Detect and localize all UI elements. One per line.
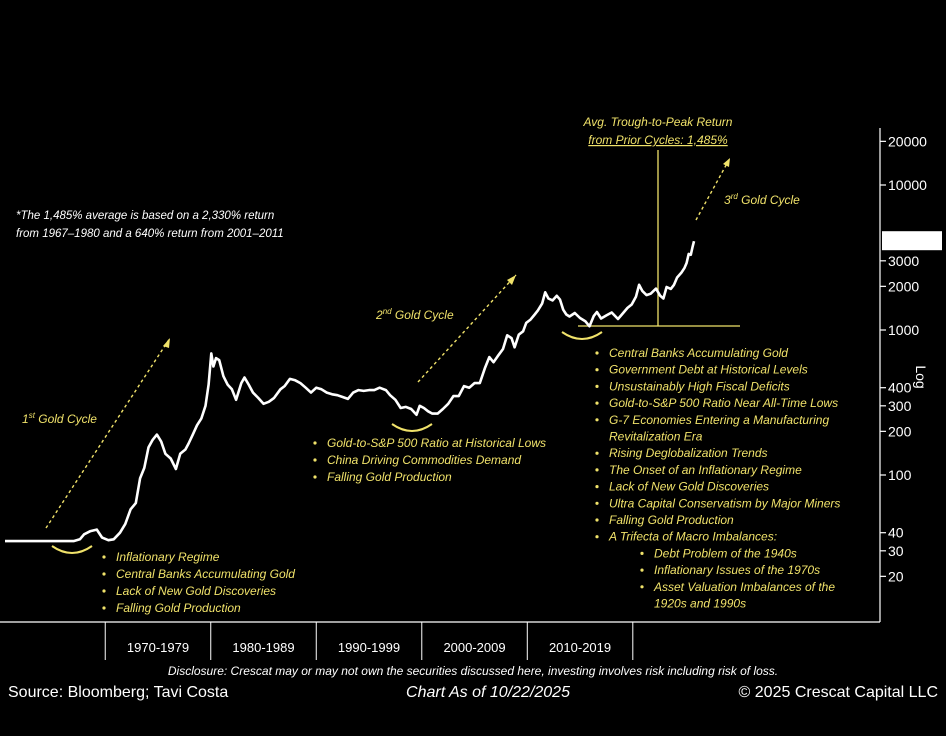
bullet-text: Gold-to-S&P 500 Ratio Near All-Time Lows	[609, 396, 838, 410]
bullet-dot	[313, 475, 317, 479]
bullet-text: Ultra Capital Conservatism by Major Mine…	[609, 496, 840, 510]
avg-return-line-2: from Prior Cycles: 1,485%	[588, 133, 728, 147]
chart-title: The History of Gold Cycles	[214, 50, 725, 94]
y-tick-label: 10000	[888, 177, 927, 193]
y-tick-label: 1000	[888, 322, 919, 338]
bullet-text: China Driving Commodities Demand	[327, 453, 521, 467]
cycle-1-arrow	[45, 337, 171, 529]
cycle-3-arrowhead	[723, 158, 730, 167]
bullet-dot	[595, 418, 599, 422]
decade-labels: 1970-1979 1980-1989 1990-1999 2000-2009 2010…	[104, 622, 634, 660]
copyright-text: © 2025 Crescat Capital LLC	[739, 684, 938, 701]
last-value-badge: 4098.42	[882, 231, 942, 251]
bullet-text: Central Banks Accumulating Gold	[116, 567, 295, 581]
bullet-dot	[640, 568, 644, 572]
cycle-3-trough-marker	[561, 331, 603, 340]
bullet-dot	[595, 368, 599, 372]
cycle-1-points: Inflationary Regime Central Banks Accumul…	[102, 550, 295, 615]
bullet-text: The Onset of an Inflationary Regime	[609, 463, 802, 477]
bullet-text: G-7 Economies Entering a Manufacturing	[609, 413, 829, 427]
footnote-line-2: from 1967–1980 and a 640% return from 20…	[16, 228, 284, 240]
bullet-dot	[595, 468, 599, 472]
y-tick-label: 3000	[888, 253, 919, 269]
bullet-subtext: Asset Valuation Imbalances of the	[653, 580, 835, 594]
bullet-text: Government Debt at Historical Levels	[609, 363, 808, 377]
bullet-dot	[595, 501, 599, 505]
last-value-box	[882, 231, 942, 251]
avg-return-line-1: Avg. Trough-to-Peak Return	[583, 115, 733, 129]
cycle-2-label: 2nd Gold Cycle	[375, 307, 454, 322]
bullet-dot	[640, 551, 644, 556]
bullet-text: Inflationary Regime	[116, 550, 220, 564]
bullet-text: Revitalization Era	[609, 430, 703, 444]
y-tick-label: 30	[888, 543, 904, 559]
y-axis-label: Log	[913, 365, 929, 388]
y-tick-label: 20000	[888, 133, 927, 149]
decade-label: 1980-1989	[232, 640, 294, 655]
bullet-text: Rising Deglobalization Trends	[609, 446, 768, 460]
cycle-2-trough-marker	[391, 423, 433, 432]
bullet-text: A Trifecta of Macro Imbalances:	[608, 530, 777, 544]
cycle-3-label: 3rd Gold Cycle	[724, 192, 800, 207]
bullet-dot	[313, 458, 317, 462]
bullet-dot	[595, 451, 599, 455]
bullet-subtext: Inflationary Issues of the 1970s	[654, 563, 820, 577]
bullet-dot	[595, 351, 599, 355]
y-tick-label: 100	[888, 467, 912, 483]
cycle-2-arrow	[417, 274, 517, 383]
y-tick-label: 400	[888, 380, 912, 396]
bullet-text: Falling Gold Production	[327, 470, 452, 484]
bullet-dot	[102, 606, 106, 610]
bullet-text: Unsustainably High Fiscal Deficits	[609, 379, 790, 393]
bullet-dot	[595, 401, 599, 405]
cycle-2-points: Gold-to-S&P 500 Ratio at Historical Lows…	[313, 436, 546, 484]
y-tick-label: 2000	[888, 278, 919, 294]
bullet-subtext: Debt Problem of the 1940s	[654, 546, 797, 560]
bullet-text: Gold-to-S&P 500 Ratio at Historical Lows	[327, 436, 546, 450]
bullet-dot	[595, 518, 599, 522]
cycle-3-points: Central Banks Accumulating Gold Governmen…	[595, 346, 840, 611]
y-tick-label: 300	[888, 398, 912, 414]
bullet-text: Central Banks Accumulating Gold	[609, 346, 788, 360]
decade-label: 1990-1999	[338, 640, 400, 655]
decade-label: 2010-2019	[549, 640, 611, 655]
decade-label: 2000-2009	[443, 640, 505, 655]
source-text: Source: Bloomberg; Tavi Costa	[8, 684, 228, 701]
bullet-text: Lack of New Gold Discoveries	[609, 480, 769, 494]
last-value-label: 4098.42	[887, 233, 938, 249]
cycle-1-arrowhead	[163, 338, 170, 348]
bullet-text: Falling Gold Production	[609, 513, 734, 527]
bullet-dot	[595, 535, 599, 539]
bullet-dot	[640, 585, 644, 589]
bullet-dot	[102, 572, 106, 576]
y-axis-ticks: 20 30 40 100 200 300 400 1000 2000 3000 10000 20000	[880, 133, 927, 584]
bullet-dot	[313, 441, 317, 445]
cycle-1-trough-marker	[51, 545, 93, 554]
y-tick-label: 200	[888, 423, 912, 439]
annotations: *The 1,485% average is based on a 2,330%…	[16, 115, 840, 615]
cycle-2-arrowhead	[507, 275, 516, 285]
bullet-text: Falling Gold Production	[116, 601, 241, 615]
bullet-dot	[102, 555, 106, 559]
as-of-text: Chart As of 10/22/2025	[406, 684, 570, 701]
y-tick-label: 20	[888, 568, 904, 584]
footnote-line-1: *The 1,485% average is based on a 2,330%…	[16, 210, 274, 222]
bullet-subtext: 1920s and 1990s	[654, 597, 746, 611]
bullet-dot	[595, 485, 599, 489]
decade-label: 1970-1979	[127, 640, 189, 655]
cycle-1-label: 1st Gold Cycle	[22, 411, 97, 426]
bullet-dot	[102, 589, 106, 593]
bullet-text: Lack of New Gold Discoveries	[116, 584, 276, 598]
bullet-dot	[595, 384, 599, 388]
gold-price-line	[5, 240, 696, 543]
disclosure-text: Disclosure: Crescat may or may not own t…	[168, 664, 778, 678]
y-tick-label: 40	[888, 525, 904, 541]
